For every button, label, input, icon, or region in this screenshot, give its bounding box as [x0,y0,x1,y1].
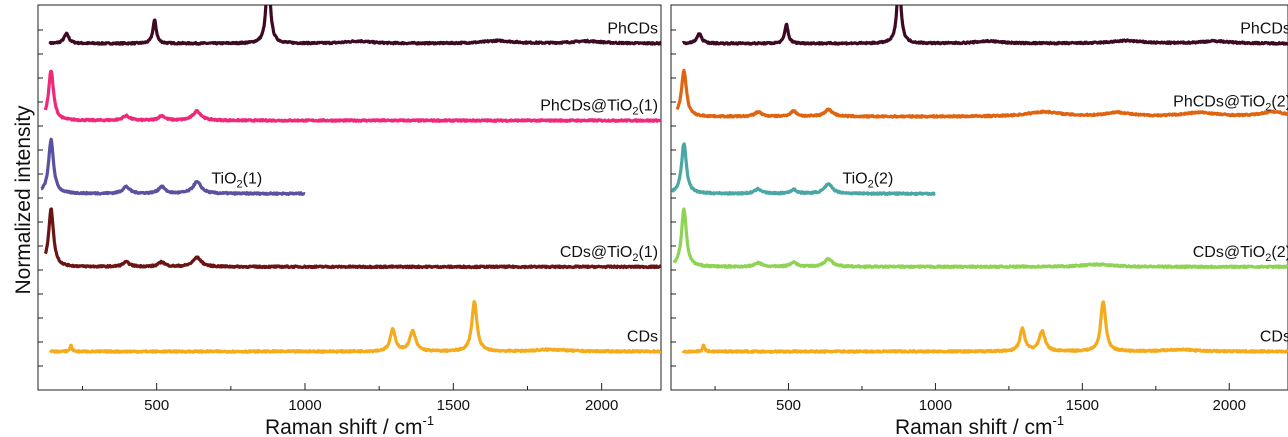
series-label: TiO2(1) [211,171,262,191]
x-tick-label: 2000 [1213,397,1246,414]
series-line-left-1 [43,69,661,123]
series-label: CDs [627,329,658,346]
panel-right: 500 1000 1500 2000 Raman shift / cm-1 PhCDs Ph… [670,4,1288,437]
x-tick-label: 1000 [919,397,952,414]
plot-frame [670,4,1288,391]
x-tick-label: 2000 [585,397,618,414]
series-line-right-3 [672,207,1288,270]
series-line-left-2 [39,137,306,196]
series-line-right-2 [671,142,937,196]
series-label: CDs [1260,329,1288,346]
x-tick-label: 500 [776,397,801,414]
y-axis-title: Normalized intensity [12,105,35,295]
series-line-right-0 [681,5,1288,46]
series-line-left-0 [48,5,661,46]
series-label: PhCDs@TiO2(2) [1173,94,1288,114]
series-label: PhCDs [607,21,658,38]
x-axis-title: Raman shift / cm-1 [895,413,1064,437]
x-tick-label: 1000 [288,397,321,414]
series-label: PhCDs@TiO2(1) [540,98,658,118]
series-label: PhCDs [1240,21,1288,38]
panel-left: 500 1000 1500 2000 Raman shift / cm-1 PhCDs Ph… [37,4,662,437]
series-label: TiO2(2) [842,171,893,191]
x-axis-title: Raman shift / cm-1 [265,413,434,437]
x-tick-label: 500 [144,397,169,414]
x-tick-label: 1500 [437,397,470,414]
series-line-left-4 [48,300,661,354]
x-tick-label: 1500 [1066,397,1099,414]
series-line-right-4 [681,300,1288,354]
series-label: CDs@TiO2(1) [560,244,658,264]
series-line-right-1 [675,68,1288,119]
series-label: CDs@TiO2(2) [1193,244,1288,264]
plot-frame [37,4,662,391]
series-line-left-3 [43,207,661,270]
